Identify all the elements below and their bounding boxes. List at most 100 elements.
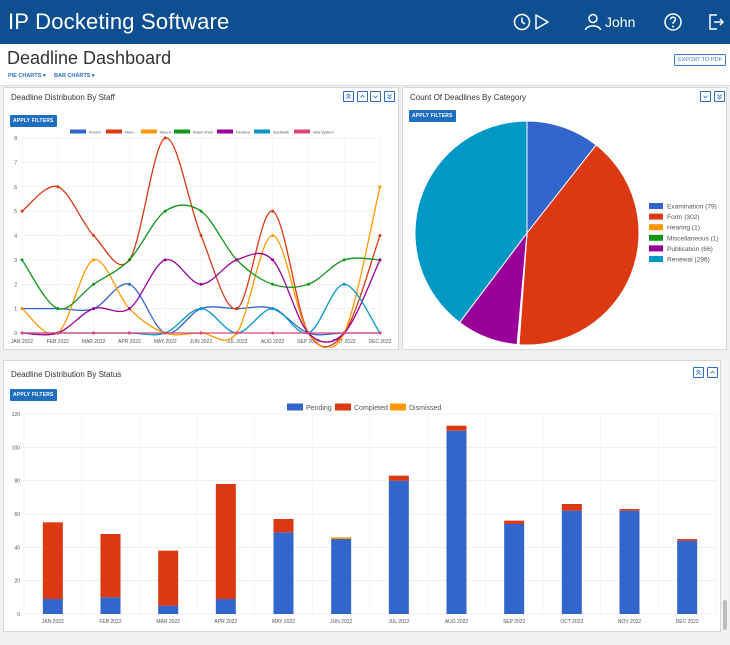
pie-slice-renewal <box>414 120 528 324</box>
data-point <box>92 307 96 311</box>
legend-swatch <box>106 129 122 134</box>
bar-completed <box>273 519 294 533</box>
category-collapse-bottom-icon[interactable] <box>714 91 725 102</box>
bar-charts-label: BAR CHARTS <box>54 73 91 79</box>
scrollbar-track[interactable] <box>722 360 728 632</box>
bar-pending <box>446 430 467 614</box>
y-tick-label: 40 <box>14 545 20 551</box>
collapse-top-icon[interactable] <box>343 91 354 102</box>
legend-swatch <box>174 129 190 134</box>
y-tick-label: 80 <box>14 479 20 485</box>
bar-pending <box>388 480 409 614</box>
x-tick-label: JAN 2022 <box>42 619 64 625</box>
status-collapse-top-icon[interactable] <box>693 367 704 378</box>
staff-panel-title: Deadline Distribution By Staff <box>11 93 115 102</box>
bar-completed <box>619 509 640 511</box>
legend-swatch <box>254 129 270 134</box>
legend-swatch <box>217 129 233 134</box>
data-point <box>127 282 131 286</box>
category-apply-filters-button[interactable]: APPLY FILTERS <box>409 110 456 122</box>
page-header: Deadline Dashboard EXPORT TO PDF PIE CHA… <box>0 44 730 86</box>
data-point <box>378 234 382 237</box>
bar-completed <box>388 475 409 481</box>
y-tick-label: 3 <box>14 258 17 264</box>
data-point <box>378 258 382 262</box>
legend-swatch <box>70 129 86 134</box>
data-point <box>271 234 275 237</box>
bar-completed <box>42 522 63 599</box>
x-tick-label: OCT 2022 <box>560 619 583 625</box>
bar-pending <box>619 510 640 614</box>
legend-swatch <box>649 234 663 241</box>
status-apply-filters-button[interactable]: APPLY FILTERS <box>10 389 57 401</box>
y-tick-label: 5 <box>14 209 17 215</box>
data-point <box>20 331 24 335</box>
move-down-icon[interactable] <box>370 91 381 102</box>
legend-swatch <box>141 129 157 134</box>
bar-pending <box>504 524 525 614</box>
x-tick-label: AUG 2022 <box>261 339 285 345</box>
bar-charts-menu[interactable]: BAR CHARTS ▾ <box>54 73 95 79</box>
export-pdf-button[interactable]: EXPORT TO PDF <box>674 54 726 66</box>
collapse-bottom-icon[interactable] <box>384 91 395 102</box>
bar-pending <box>100 597 121 614</box>
data-point <box>92 282 96 286</box>
scrollbar-thumb[interactable] <box>723 600 727 630</box>
legend-swatch <box>294 129 310 134</box>
legend-label: Khushi <box>89 131 101 135</box>
x-tick-label: MAR 2022 <box>82 339 106 345</box>
data-point <box>235 331 239 335</box>
legend-swatch <box>649 245 663 252</box>
legend-label: Meera <box>160 131 172 135</box>
user-icon[interactable] <box>583 12 603 32</box>
data-point <box>378 185 382 189</box>
bar-completed <box>561 504 582 511</box>
pie-charts-menu[interactable]: PIE CHARTS ▾ <box>8 73 46 79</box>
help-icon[interactable] <box>663 12 683 32</box>
y-tick-label: 0 <box>17 612 20 618</box>
staff-apply-filters-button[interactable]: APPLY FILTERS <box>10 115 57 127</box>
history-icon[interactable] <box>512 12 532 32</box>
legend-label: Nimisha <box>236 131 251 135</box>
bar-pending <box>677 540 698 614</box>
status-panel: Deadline Distribution By Status APPLY FI… <box>3 360 721 632</box>
data-point <box>235 258 239 262</box>
page-title: Deadline Dashboard <box>7 48 172 68</box>
move-up-icon[interactable] <box>357 91 368 102</box>
legend-label: Dismissed <box>409 405 441 412</box>
pie-slice-examination <box>526 120 597 235</box>
legend-label: Pending <box>306 405 332 412</box>
category-panel: Count Of Deadlines By Category APPLY FIL… <box>402 87 727 350</box>
y-tick-label: 60 <box>14 512 20 518</box>
y-tick-label: 2 <box>14 282 17 288</box>
play-icon[interactable] <box>532 12 552 32</box>
legend-label: Publication (66) <box>667 246 713 253</box>
x-tick-label: APR 2022 <box>118 339 141 345</box>
series-line-nimisha <box>21 252 381 343</box>
data-point <box>199 307 203 311</box>
x-tick-label: OCT 2022 <box>333 339 356 345</box>
x-tick-label: DEC 2022 <box>676 619 699 625</box>
x-tick-label: FEB 2022 <box>47 339 69 345</box>
data-point <box>20 307 24 311</box>
legend-swatch <box>390 403 406 411</box>
x-tick-label: APR 2022 <box>214 619 237 625</box>
data-point <box>56 185 60 189</box>
data-point <box>56 307 60 311</box>
pie-charts-label: PIE CHARTS <box>8 73 42 79</box>
data-point <box>163 209 167 213</box>
data-point <box>342 331 346 335</box>
logout-icon[interactable] <box>706 12 726 32</box>
user-name[interactable]: John <box>605 14 636 30</box>
pie-slice-form <box>518 144 640 346</box>
bar-completed <box>158 550 179 606</box>
legend-swatch <box>335 403 351 411</box>
staff-line-chart: Khushi Manu Meera Rahul Shah Nimisha Siddhart… <box>11 129 392 348</box>
legend-swatch <box>649 256 663 262</box>
y-tick-label: 6 <box>14 185 17 191</box>
category-move-down-icon[interactable] <box>700 91 711 102</box>
legend-swatch <box>649 213 663 220</box>
status-move-up-icon[interactable] <box>707 367 718 378</box>
data-point <box>127 258 131 262</box>
bar-completed <box>100 534 121 598</box>
